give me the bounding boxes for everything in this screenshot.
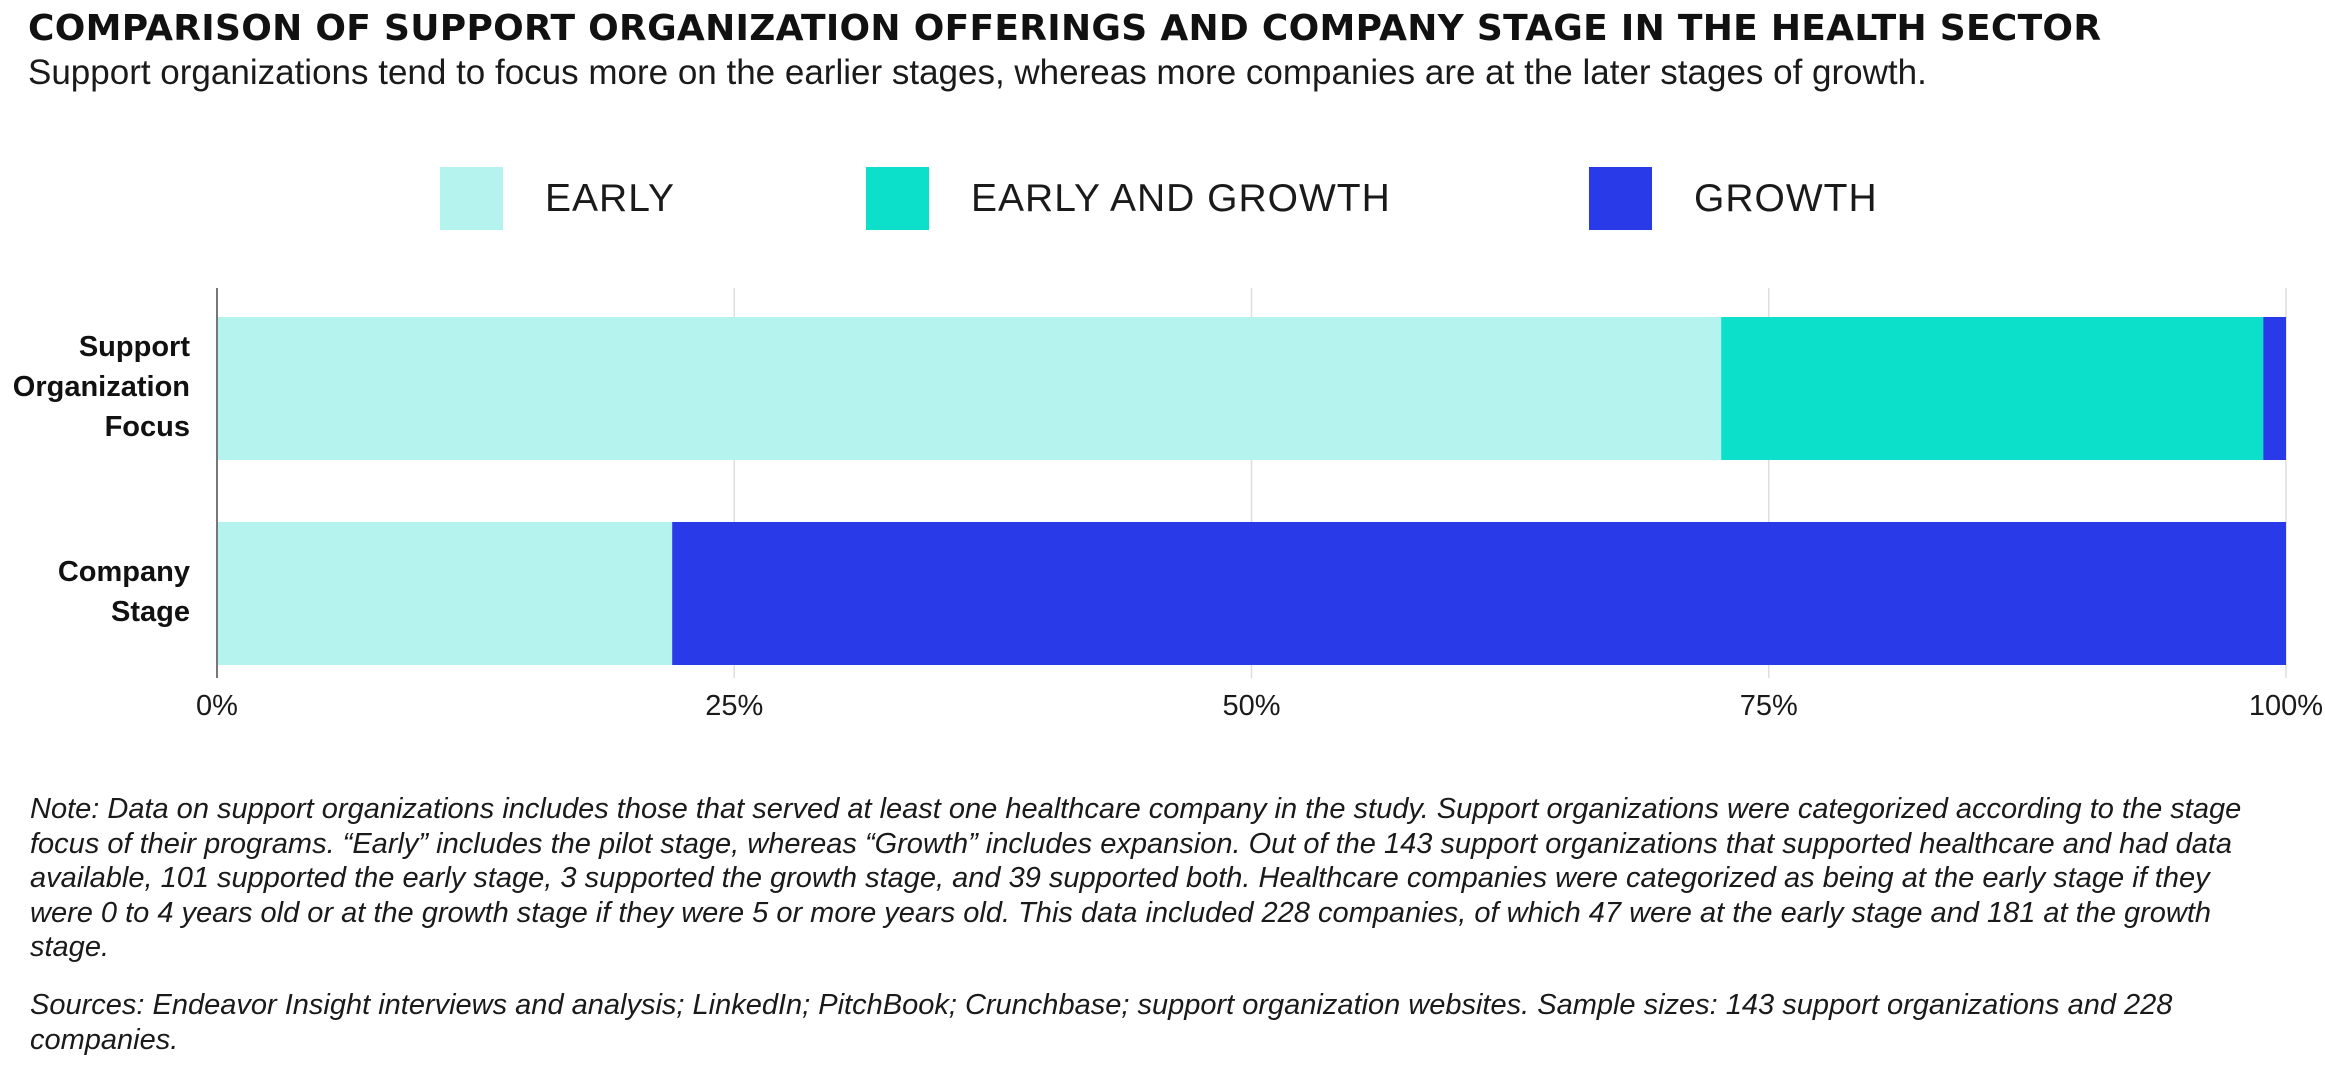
x-tick-label-2: 50%	[1222, 690, 1280, 722]
chart-note: Note: Data on support organizations incl…	[30, 793, 2242, 963]
legend-swatch-early	[440, 167, 503, 230]
legend-item-early-and-growth: EARLY AND GROWTH	[866, 167, 1391, 230]
category-label-1-line-0: Company	[58, 556, 190, 588]
x-tick-label-4: 100%	[2249, 690, 2323, 722]
bar-0-series-0	[217, 317, 1722, 460]
bar-1-series-0	[217, 522, 673, 665]
chart-title: COMPARISON OF SUPPORT ORGANIZATION OFFER…	[28, 8, 2102, 49]
legend-item-growth: GROWTH	[1589, 167, 1878, 230]
x-tick-label-1: 25%	[705, 690, 763, 722]
bar-1-series-2	[672, 522, 2287, 665]
legend-item-early: EARLY	[440, 167, 675, 230]
legend-swatch-growth	[1589, 167, 1652, 230]
legend-label-early-and-growth: EARLY AND GROWTH	[971, 176, 1391, 220]
legend-label-growth: GROWTH	[1694, 176, 1878, 220]
category-label-0-line-0: Support	[79, 331, 190, 363]
bar-0-series-2	[2263, 317, 2286, 460]
category-label-1-line-1: Stage	[111, 596, 190, 628]
legend-label-early: EARLY	[545, 176, 675, 220]
bar-0-series-1	[1721, 317, 2264, 460]
legend-swatch-early-and-growth	[866, 167, 929, 230]
chart-subtitle: Support organizations tend to focus more…	[28, 53, 1927, 92]
category-label-0-line-1: Organization	[13, 371, 190, 403]
chart-sources: Sources: Endeavor Insight interviews and…	[30, 989, 2173, 1056]
x-tick-label-0: 0%	[196, 690, 238, 722]
category-label-0-line-2: Focus	[105, 411, 190, 443]
stacked-bar-chart: Support Organization Focus Company Stage 0% 25…	[13, 288, 2323, 722]
x-tick-label-3: 75%	[1740, 690, 1798, 722]
